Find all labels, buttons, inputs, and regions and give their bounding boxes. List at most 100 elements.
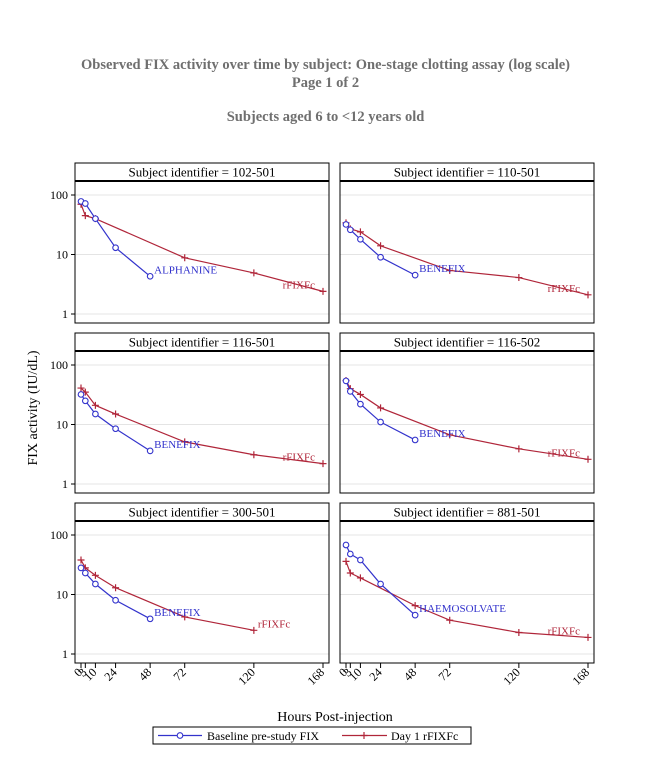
panel-header-label: Subject identifier = 881-501 [393,505,540,520]
baseline-series-line [80,200,151,277]
x-tick-label: 48 [401,665,419,683]
rfixfc-series-point [356,574,364,582]
rfixfc-series-point [77,384,85,392]
rfixfc-series-point [181,438,189,446]
baseline-series-point [112,425,119,433]
x-tick-label: 168 [569,665,592,688]
panel-header-label: Subject identifier = 110-501 [394,165,541,180]
panel-frame [339,162,595,324]
rfixfc-series-point [584,291,592,299]
panel-4: Subject identifier = 116-502 BENEFIX rFIXF… [339,332,595,494]
rfixfc-series-point [181,254,189,262]
rfixfc-series-point [584,455,592,463]
rfixfc-series-point [319,287,327,295]
baseline-series-line [345,224,416,276]
baseline-series-line [345,544,416,616]
x-tick-label: 24 [366,665,384,683]
y-tick-label: 1 [62,647,68,661]
rfixfc-series-point [515,445,523,453]
baseline-series-point [411,436,419,444]
x-axis-title: Hours Post-injection [277,710,393,725]
x-tick-label: 72 [435,665,453,683]
baseline-series-point [77,391,85,398]
rfixfc-series-point [515,628,523,636]
rfixfc-label: rFIXFc [283,279,316,291]
x-tick-label: 24 [101,665,119,683]
legend-frame [152,726,472,745]
baseline-series-point [146,615,154,623]
rfixfc-series-point [91,401,99,409]
legend: Baseline pre-study FIX Day 1 rFIXFc [152,726,472,745]
baseline-label: BENEFIX [154,607,201,619]
chart-subtitle: Subjects aged 6 to <12 years old [226,109,425,125]
baseline-series-point [346,226,354,234]
rfixfc-series-point [515,274,523,282]
panel-frame [339,502,595,664]
baseline-series-point [377,253,384,261]
rfixfc-label: rFIXFc [258,618,291,630]
x-tick-label: 168 [304,665,327,688]
panel-2: Subject identifier = 110-501 BENEFIX rFIXF… [339,162,595,324]
rfixfc-series-point [446,431,454,439]
baseline-series-line [80,394,151,452]
baseline-series-point [342,377,350,385]
legend-baseline-marker [176,732,184,739]
baseline-series-point [112,244,119,252]
baseline-series-point [411,611,419,619]
chart-title: Observed FIX activity over time by subje… [80,57,571,73]
baseline-series-line [80,567,151,620]
baseline-series-point [342,541,350,549]
baseline-series-point [342,221,350,228]
rfixfc-series-point [584,633,592,641]
y-tick-label: 1 [62,307,68,321]
panel-header-label: Subject identifier = 116-501 [129,335,276,350]
baseline-series-point [411,271,419,279]
baseline-label: ALPHANINE [154,264,217,276]
x-tick-label: 72 [170,665,188,683]
rfixfc-series-point [377,404,385,412]
rfixfc-series-point [411,602,419,610]
baseline-series-point [112,596,119,604]
panel-6: Subject identifier = 881-501 HAEMOSOLVATE… [339,502,595,664]
legend-rfixfc-marker [360,732,368,739]
y-tick-label: 10 [56,248,68,262]
baseline-label: HAEMOSOLVATE [419,603,506,615]
rfixfc-series-point [346,569,354,577]
baseline-series-point [146,447,154,455]
legend-baseline-label: Baseline pre-study FIX [207,729,319,743]
baseline-series-point [357,235,364,243]
rfixfc-series-point [319,460,327,468]
baseline-label: BENEFIX [154,439,201,451]
baseline-series-point [357,556,364,564]
rfixfc-series-point [112,410,120,418]
y-tick-label: 10 [56,418,68,432]
baseline-series-point [92,410,99,418]
rfixfc-series-point [91,571,99,579]
panel-frame [74,332,330,494]
baseline-series-point [92,580,99,588]
panels-group: Subject identifier = 102-501 ALPHANINE rFI… [74,162,595,664]
rfixfc-series-point [377,242,385,250]
x-tick-label: 48 [136,665,154,683]
rfixfc-series-point [356,228,364,236]
x-tick-label: 10 [346,665,364,683]
baseline-series-point [81,200,89,207]
panel-header-label: Subject identifier = 116-502 [394,335,541,350]
rfixfc-label: rFIXFc [283,452,316,464]
title-block: Observed FIX activity over time by subje… [0,56,651,126]
x-tick-label: 10 [81,665,99,683]
y-tick-label: 100 [50,188,68,202]
x-tick-label: 120 [500,665,523,688]
baseline-series-point [81,397,89,405]
y-tick-label: 10 [56,588,68,602]
rfixfc-series-point [112,584,120,592]
rfixfc-series-point [250,451,258,459]
baseline-label: BENEFIX [419,263,466,275]
baseline-label: BENEFIX [419,428,466,440]
rfixfc-series-point [446,266,454,274]
rfixfc-series-point [342,557,350,565]
baseline-series-point [81,569,89,577]
rfixfc-series-point [250,626,258,634]
baseline-series-point [92,215,99,223]
